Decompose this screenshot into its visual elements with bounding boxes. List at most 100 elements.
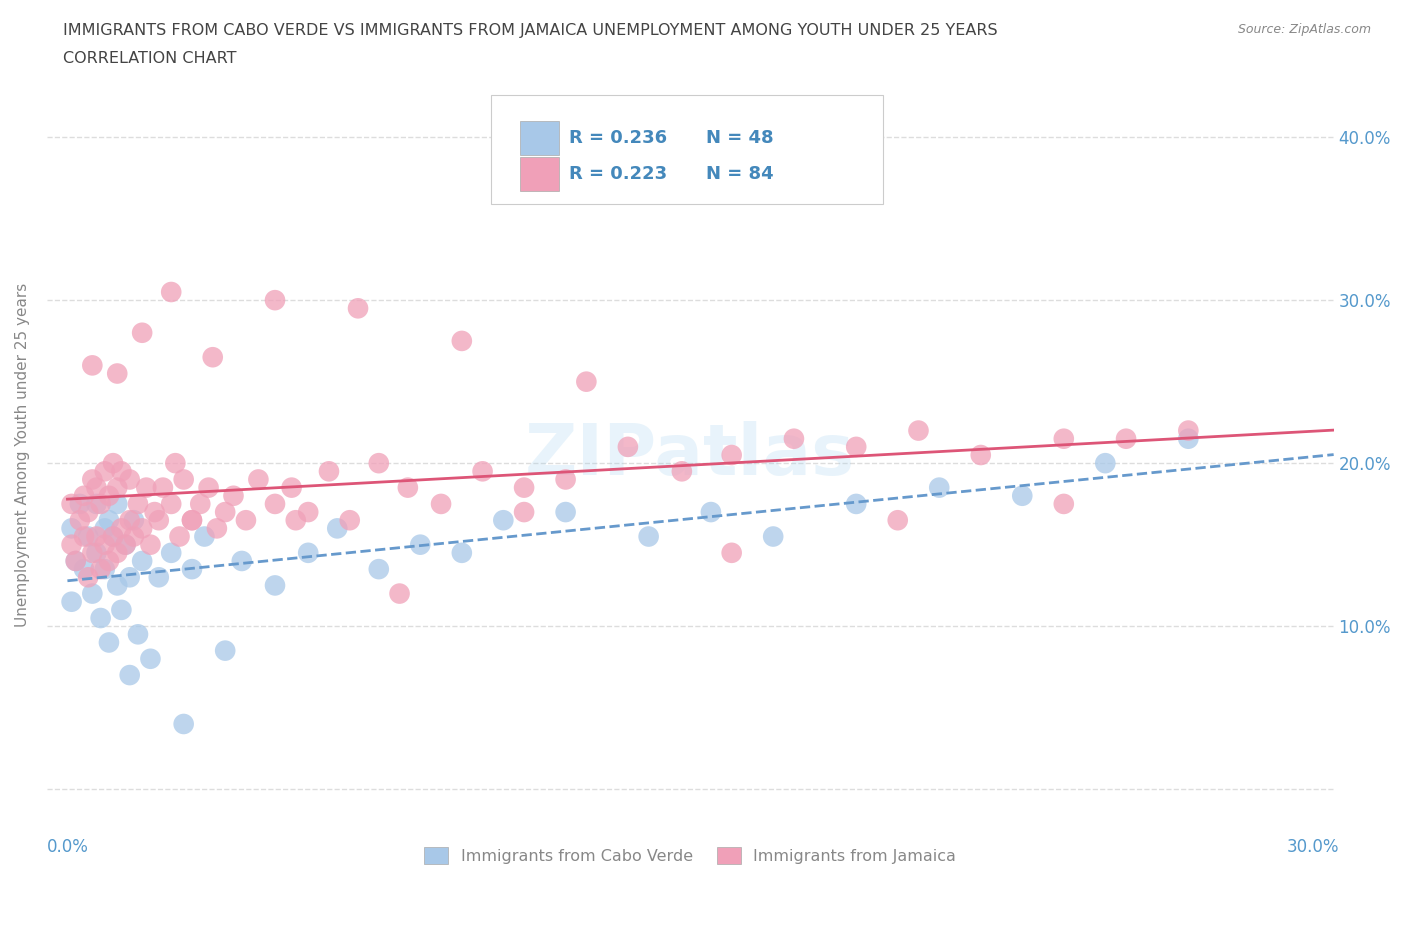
Point	[554, 505, 576, 520]
Point	[492, 512, 515, 527]
Point	[214, 505, 236, 520]
Point	[1011, 488, 1033, 503]
Point	[720, 447, 742, 462]
Point	[131, 326, 153, 340]
Point	[90, 611, 112, 626]
Point	[1177, 423, 1199, 438]
Point	[139, 538, 162, 552]
Point	[575, 374, 598, 389]
Text: CORRELATION CHART: CORRELATION CHART	[63, 51, 236, 66]
Point	[60, 538, 83, 552]
Point	[101, 529, 124, 544]
Point	[110, 521, 132, 536]
Point	[73, 488, 96, 503]
Point	[73, 562, 96, 577]
Point	[450, 334, 472, 349]
Point	[139, 651, 162, 666]
Point	[69, 512, 91, 527]
Point	[928, 480, 950, 495]
Point	[148, 512, 170, 527]
Point	[235, 512, 257, 527]
Point	[90, 497, 112, 512]
Point	[160, 545, 183, 560]
Point	[82, 586, 104, 601]
Point	[65, 553, 87, 568]
Point	[97, 512, 120, 527]
Point	[122, 512, 145, 527]
Point	[205, 521, 228, 536]
Point	[201, 350, 224, 365]
Point	[82, 358, 104, 373]
Point	[264, 578, 287, 592]
Point	[181, 512, 204, 527]
Point	[173, 472, 195, 487]
Point	[430, 497, 453, 512]
Point	[222, 488, 245, 503]
Point	[450, 545, 472, 560]
Point	[114, 538, 136, 552]
Point	[118, 512, 141, 527]
Point	[69, 497, 91, 512]
FancyBboxPatch shape	[520, 121, 558, 155]
Point	[617, 440, 640, 455]
Point	[105, 578, 128, 592]
Point	[127, 627, 149, 642]
Point	[148, 570, 170, 585]
Point	[367, 456, 389, 471]
Text: N = 84: N = 84	[706, 165, 773, 183]
Point	[110, 464, 132, 479]
Point	[86, 480, 108, 495]
Point	[165, 456, 187, 471]
Point	[77, 505, 100, 520]
Point	[554, 472, 576, 487]
Point	[73, 529, 96, 544]
Point	[907, 423, 929, 438]
Point	[1053, 497, 1076, 512]
Point	[94, 562, 117, 577]
Point	[231, 553, 253, 568]
Point	[77, 570, 100, 585]
Point	[97, 488, 120, 503]
Point	[160, 497, 183, 512]
Point	[131, 521, 153, 536]
Point	[1115, 432, 1137, 446]
Point	[105, 366, 128, 381]
Point	[127, 497, 149, 512]
Point	[105, 480, 128, 495]
Point	[82, 545, 104, 560]
Point	[131, 553, 153, 568]
Point	[297, 505, 319, 520]
Point	[214, 644, 236, 658]
Point	[60, 594, 83, 609]
Point	[845, 440, 868, 455]
Point	[197, 480, 219, 495]
Point	[114, 538, 136, 552]
Point	[762, 529, 785, 544]
Point	[118, 472, 141, 487]
Y-axis label: Unemployment Among Youth under 25 years: Unemployment Among Youth under 25 years	[15, 283, 30, 627]
Text: R = 0.223: R = 0.223	[569, 165, 668, 183]
Point	[86, 497, 108, 512]
Point	[122, 529, 145, 544]
Point	[886, 512, 908, 527]
Point	[118, 570, 141, 585]
Point	[264, 497, 287, 512]
Point	[77, 529, 100, 544]
Point	[783, 432, 806, 446]
Point	[388, 586, 411, 601]
Point	[396, 480, 419, 495]
Point	[86, 545, 108, 560]
Text: IMMIGRANTS FROM CABO VERDE VS IMMIGRANTS FROM JAMAICA UNEMPLOYMENT AMONG YOUTH U: IMMIGRANTS FROM CABO VERDE VS IMMIGRANTS…	[63, 23, 998, 38]
Point	[188, 497, 211, 512]
Point	[970, 447, 993, 462]
Point	[169, 529, 191, 544]
Point	[471, 464, 494, 479]
Point	[513, 480, 536, 495]
Point	[152, 480, 174, 495]
Point	[326, 521, 349, 536]
Point	[637, 529, 659, 544]
Point	[160, 285, 183, 299]
Point	[513, 505, 536, 520]
Point	[1177, 432, 1199, 446]
Point	[700, 505, 723, 520]
